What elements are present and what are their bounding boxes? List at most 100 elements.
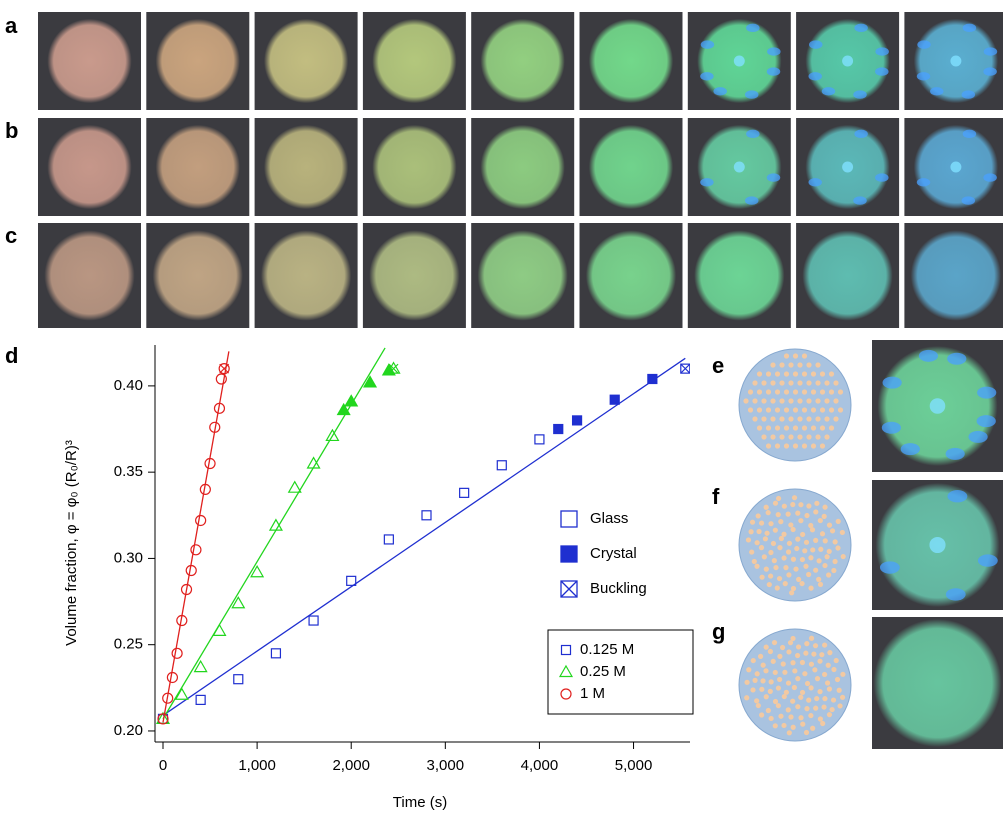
y-tick-label: 0.30 [114,549,143,566]
crystal-spot [962,196,975,204]
droplet [589,125,673,209]
particle [761,434,766,439]
panel-label: f [712,484,720,509]
droplet [369,230,459,320]
bright-spot [842,162,853,173]
particle [752,398,757,403]
particle [820,721,825,726]
particle [776,685,781,690]
particle [802,671,807,676]
particle [825,680,830,685]
particle [808,685,813,690]
particle [800,690,805,695]
crystal-spot [808,178,821,186]
particle [766,443,771,448]
particle [779,434,784,439]
particle [820,407,825,412]
droplet [478,230,568,320]
particle [818,518,823,523]
crystal-spot [983,173,996,181]
particle [771,541,776,546]
marker-shape [196,515,206,525]
particle [831,667,836,672]
particle [773,670,778,675]
particle [829,425,834,430]
marker-shape [573,416,582,425]
particle [788,416,793,421]
particle [752,678,757,683]
particle [815,362,820,367]
particle [804,706,809,711]
crystal-spot [875,173,888,181]
particle [792,495,797,500]
particle [815,380,820,385]
particle [815,434,820,439]
marker-cross [561,581,577,597]
marker-shape [196,695,205,704]
particle [788,362,793,367]
bright-spot [734,162,745,173]
particle [792,685,797,690]
particle [806,434,811,439]
particle [798,518,803,523]
crystal-spot [983,67,996,75]
marker-legend-symbol [561,546,577,562]
marker-legend-label: Crystal [590,545,637,562]
particle [775,407,780,412]
particle [805,681,810,686]
particle [766,708,771,713]
marker-legend-label: Buckling [590,580,647,597]
panel-label: a [5,13,18,38]
particle [777,677,782,682]
marker-shape [561,546,577,562]
particle [827,650,832,655]
particle [775,425,780,430]
crystal-spot [946,588,966,600]
particle [788,380,793,385]
legend-label: 0.125 M [580,641,634,658]
particle [810,547,815,552]
particle [760,678,765,683]
data-point [535,435,544,444]
particle [824,416,829,421]
particle [786,549,791,554]
particle [768,550,773,555]
particle [791,527,796,532]
particle [811,407,816,412]
marker-cross [220,364,229,373]
particle [804,730,809,735]
crystal-spot [875,67,888,75]
particle [754,698,759,703]
particle [820,531,825,536]
particle [803,651,808,656]
particle [759,575,764,580]
particle [824,398,829,403]
marker-legend-symbol [561,511,577,527]
droplet [261,230,351,320]
data-point [191,545,201,555]
particle [822,696,827,701]
particle [806,398,811,403]
particle [768,573,773,578]
y-tick-label: 0.40 [114,377,143,394]
particle [770,380,775,385]
legend-label: 0.25 M [580,663,626,680]
particle [793,566,798,571]
particle [790,699,795,704]
particle [779,380,784,385]
particle [822,505,827,510]
particle [780,645,785,650]
particle [752,559,757,564]
particle [802,353,807,358]
particle [799,581,804,586]
particle [769,679,774,684]
particle [811,443,816,448]
particle [783,565,788,570]
fit-line [163,351,229,722]
particle [759,687,764,692]
particle [827,523,832,528]
particle [802,371,807,376]
crystal-spot [947,490,967,502]
particle [795,511,800,516]
particle [833,398,838,403]
